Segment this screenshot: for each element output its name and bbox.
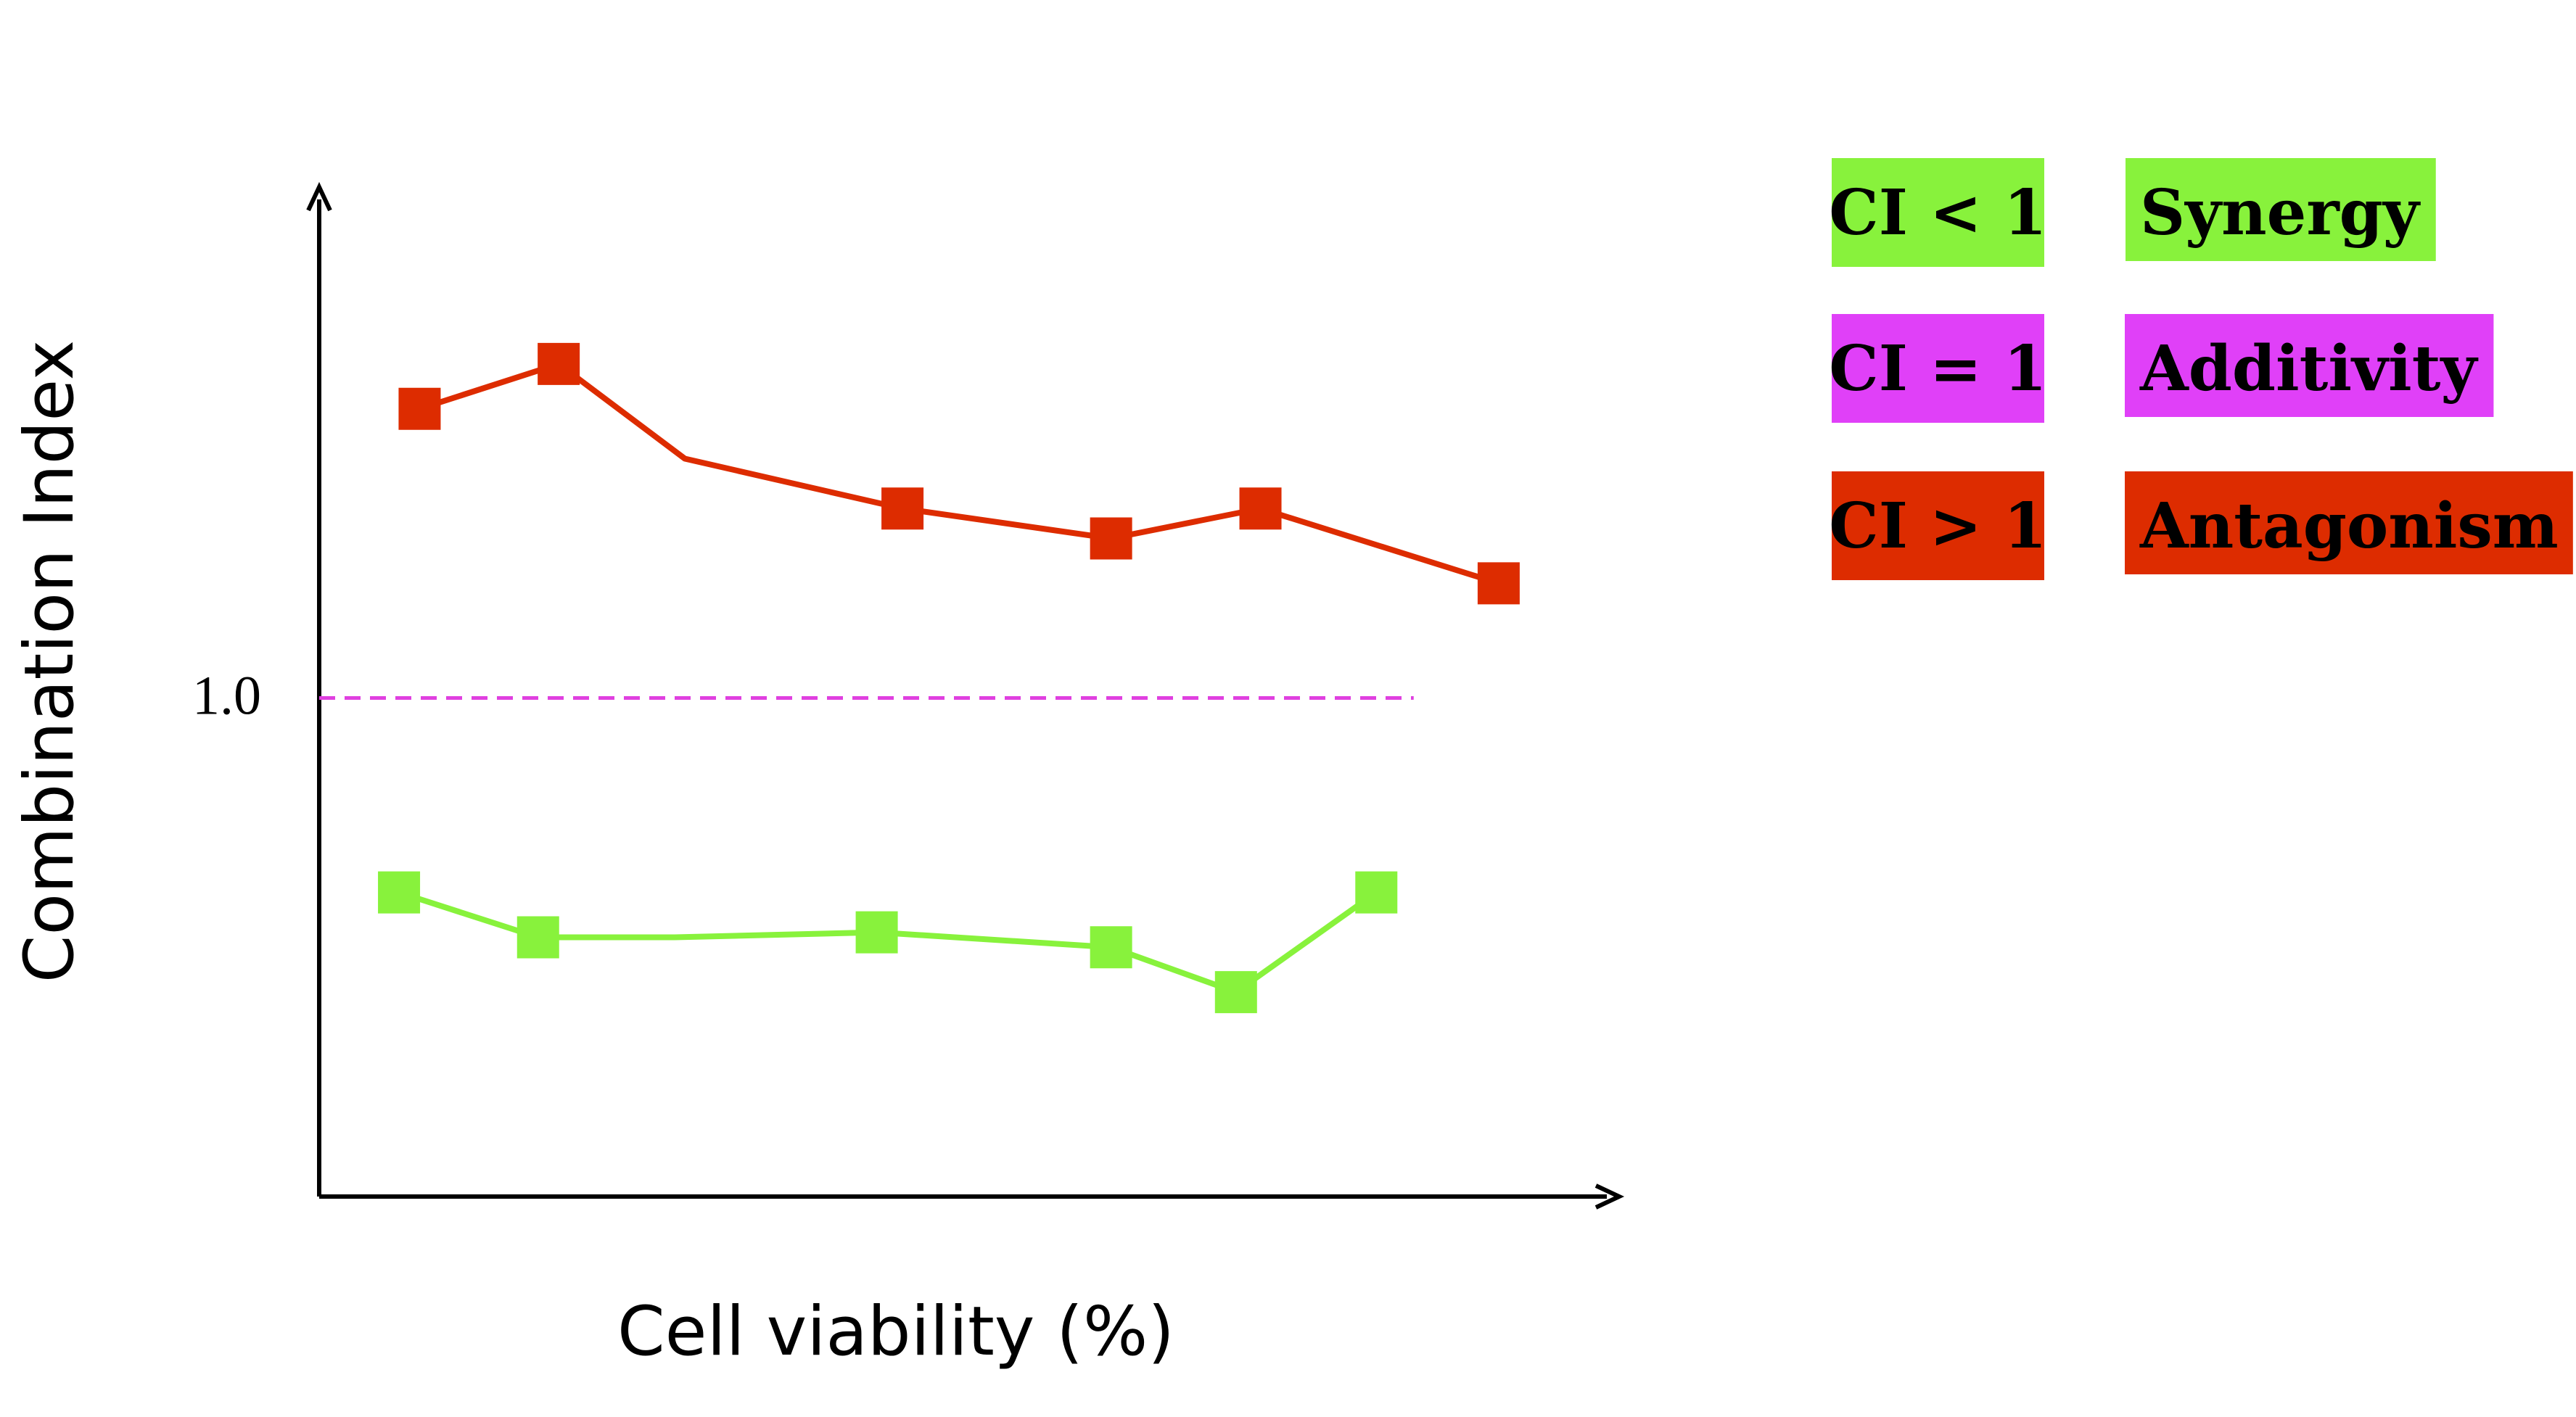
y-tick-layer: 1.0: [192, 666, 261, 727]
series-1: [378, 871, 1398, 1014]
series-1-point: [1355, 871, 1398, 914]
x-axis-label: Cell viability (%): [617, 1292, 1174, 1371]
series-1-point: [1090, 926, 1132, 969]
legend-code-swatch: [1832, 314, 2044, 423]
x-axis-arrow: [1594, 1183, 1625, 1210]
series-0-point: [881, 487, 924, 530]
legend-code-label: CI < 1: [1829, 176, 2046, 249]
series-1-point: [378, 871, 421, 914]
series-0-point: [1090, 517, 1132, 560]
series-1-point: [1214, 971, 1257, 1014]
legend: CI < 1 Synergy CI = 1 Additivity CI > 1 Antag…: [1829, 158, 2573, 580]
series-0-point: [398, 387, 441, 430]
legend-code-swatch: [1832, 158, 2044, 267]
series-0: [398, 342, 1520, 605]
legend-meaning-label: Additivity: [2139, 332, 2479, 405]
legend-code-label: CI > 1: [1829, 489, 2046, 563]
series-1-point: [855, 911, 898, 954]
series-0-point: [1239, 487, 1282, 530]
legend-code-swatch: [1832, 471, 2044, 580]
series-layer: [378, 342, 1520, 1014]
y-axis-label: Combination Index: [10, 340, 89, 983]
y-tick-label: 1.0: [192, 666, 261, 727]
legend-item: CI > 1 Antagonism: [1829, 471, 2573, 580]
legend-code-label: CI = 1: [1829, 332, 2046, 405]
legend-meaning-swatch: [2125, 471, 2573, 574]
legend-meaning-label: Synergy: [2140, 176, 2421, 249]
legend-meaning-swatch: [2126, 158, 2436, 261]
y-axis-arrow: [306, 181, 332, 212]
legend-meaning-swatch: [2125, 314, 2494, 417]
series-1-point: [517, 916, 559, 959]
series-0-line: [419, 360, 1500, 587]
legend-meaning-label: Antagonism: [2139, 489, 2559, 563]
series-0-point: [1477, 562, 1520, 605]
series-0-point: [538, 342, 580, 385]
legend-item: CI < 1 Synergy: [1829, 158, 2436, 267]
legend-item: CI = 1 Additivity: [1829, 314, 2494, 423]
